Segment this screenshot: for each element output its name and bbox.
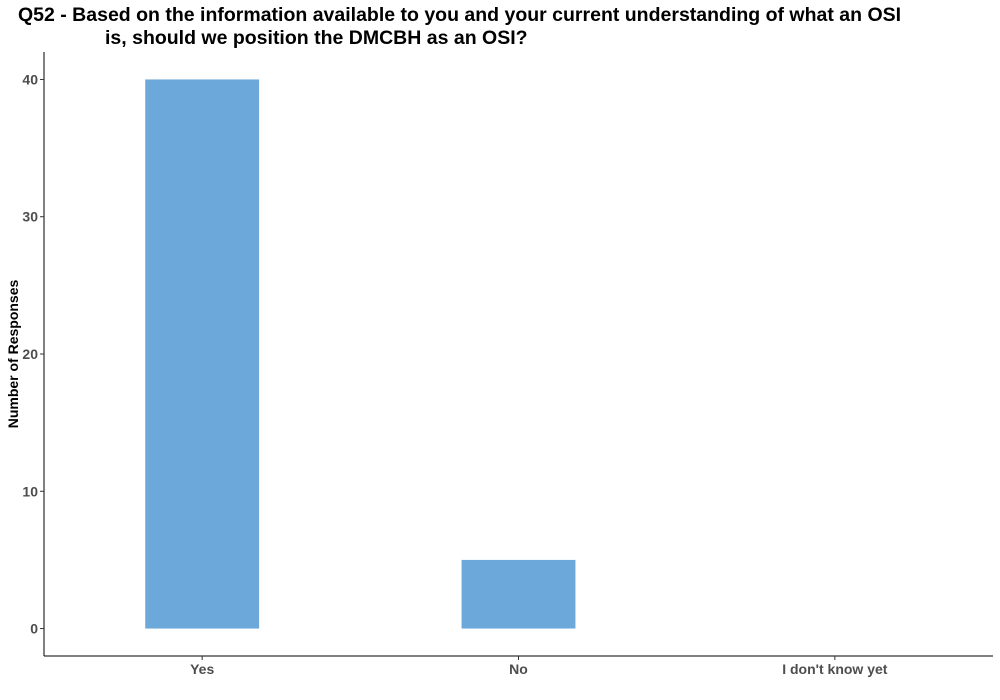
chart-title: Q52 - Based on the information available… bbox=[18, 4, 978, 50]
bars-layer bbox=[145, 79, 576, 629]
y-tick-label: 40 bbox=[22, 71, 38, 87]
y-tick-label: 20 bbox=[22, 346, 38, 362]
y-axis-ticks: 0 10 20 30 40 bbox=[22, 71, 44, 637]
x-tick-label: No bbox=[509, 661, 528, 677]
x-axis-ticks: Yes No I don't know yet bbox=[190, 656, 888, 677]
chart-title-line-2: is, should we position the DMCBH as an O… bbox=[105, 27, 528, 49]
chart-title-line-1: Q52 - Based on the information available… bbox=[18, 4, 902, 26]
y-axis-label: Number of Responses bbox=[5, 279, 21, 428]
x-tick-label: Yes bbox=[190, 661, 214, 677]
x-tick-label: I don't know yet bbox=[782, 661, 888, 677]
y-tick-label: 0 bbox=[30, 621, 38, 637]
y-tick-label: 30 bbox=[22, 209, 38, 225]
bar-yes bbox=[145, 79, 260, 629]
bar-no bbox=[461, 559, 576, 629]
y-tick-label: 10 bbox=[22, 483, 38, 499]
